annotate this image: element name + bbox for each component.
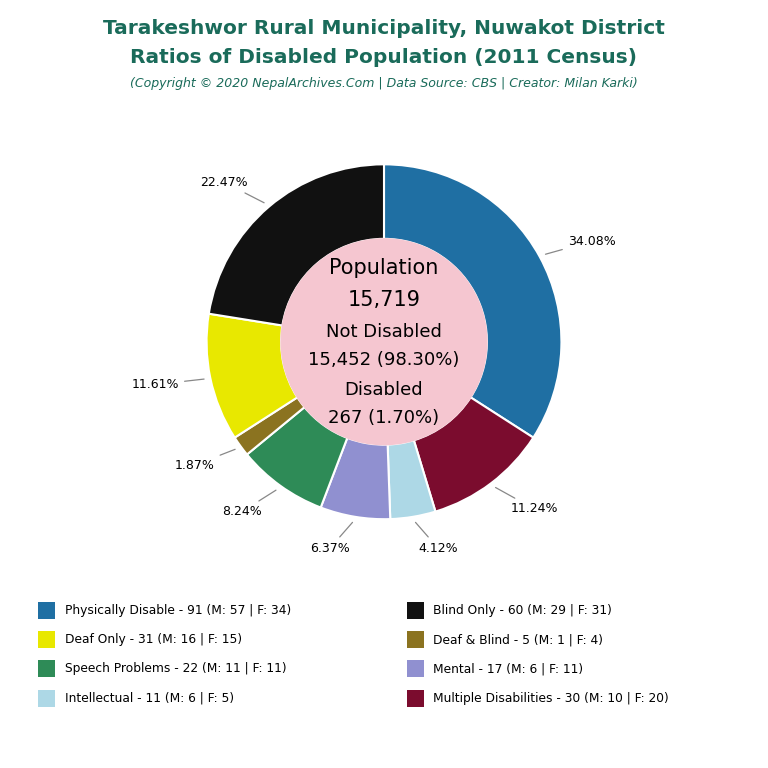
Text: Ratios of Disabled Population (2011 Census): Ratios of Disabled Population (2011 Cens… [131,48,637,67]
Text: 1.87%: 1.87% [175,449,235,472]
Wedge shape [235,397,305,455]
Text: Deaf & Blind - 5 (M: 1 | F: 4): Deaf & Blind - 5 (M: 1 | F: 4) [433,634,603,646]
Text: Blind Only - 60 (M: 29 | F: 31): Blind Only - 60 (M: 29 | F: 31) [433,604,612,617]
Text: 15,452 (98.30%): 15,452 (98.30%) [308,351,460,369]
Text: 34.08%: 34.08% [545,235,615,254]
Text: Intellectual - 11 (M: 6 | F: 5): Intellectual - 11 (M: 6 | F: 5) [65,692,233,704]
Text: Tarakeshwor Rural Municipality, Nuwakot District: Tarakeshwor Rural Municipality, Nuwakot … [103,19,665,38]
Text: 11.24%: 11.24% [495,488,558,515]
Text: 4.12%: 4.12% [415,522,458,554]
Text: 15,719: 15,719 [347,290,421,310]
Wedge shape [388,440,435,519]
Text: Population: Population [329,258,439,278]
Text: 267 (1.70%): 267 (1.70%) [329,409,439,427]
Wedge shape [247,407,347,508]
Text: Deaf Only - 31 (M: 16 | F: 15): Deaf Only - 31 (M: 16 | F: 15) [65,634,242,646]
Wedge shape [321,438,390,519]
Text: Physically Disable - 91 (M: 57 | F: 34): Physically Disable - 91 (M: 57 | F: 34) [65,604,291,617]
Text: Speech Problems - 22 (M: 11 | F: 11): Speech Problems - 22 (M: 11 | F: 11) [65,663,286,675]
Wedge shape [207,313,297,438]
Wedge shape [414,397,533,511]
Text: Not Disabled: Not Disabled [326,323,442,341]
Text: 11.61%: 11.61% [131,378,204,391]
Text: (Copyright © 2020 NepalArchives.Com | Data Source: CBS | Creator: Milan Karki): (Copyright © 2020 NepalArchives.Com | Da… [130,77,638,90]
Text: Disabled: Disabled [345,381,423,399]
Text: Mental - 17 (M: 6 | F: 11): Mental - 17 (M: 6 | F: 11) [433,663,583,675]
Wedge shape [384,164,561,438]
Wedge shape [209,164,384,326]
Text: 22.47%: 22.47% [200,176,264,203]
Text: 6.37%: 6.37% [310,522,353,554]
Circle shape [281,239,487,445]
Text: 8.24%: 8.24% [222,490,276,518]
Text: Multiple Disabilities - 30 (M: 10 | F: 20): Multiple Disabilities - 30 (M: 10 | F: 2… [433,692,669,704]
